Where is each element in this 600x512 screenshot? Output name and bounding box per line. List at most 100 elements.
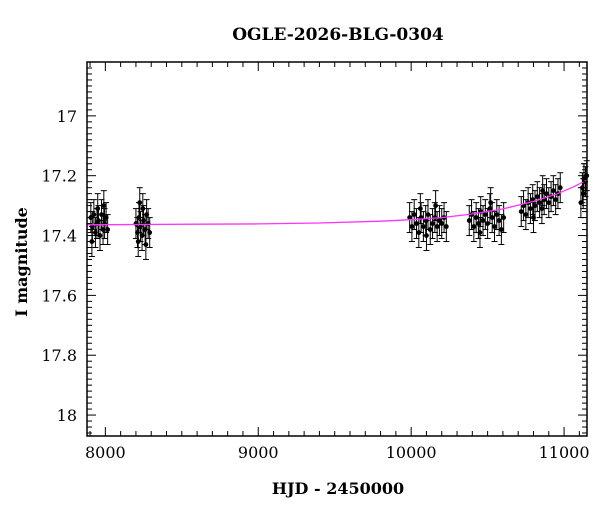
data-point-marker: [480, 218, 486, 223]
data-point-marker: [91, 212, 97, 217]
data-point-marker: [539, 206, 545, 212]
axis-ticks: [87, 62, 587, 436]
data-point-marker: [496, 218, 502, 223]
data-point: [522, 199, 529, 231]
data-point-marker: [409, 224, 415, 229]
data-point-marker: [492, 224, 497, 229]
data-point-marker: [105, 227, 111, 232]
data-point-marker: [411, 212, 417, 217]
data-point: [545, 187, 552, 219]
data-point: [473, 202, 480, 234]
plot-data: [86, 160, 590, 260]
data-point-marker: [140, 206, 146, 212]
data-point-marker: [557, 185, 563, 191]
y-tick-label: 17.2: [41, 167, 77, 186]
data-point-marker: [528, 206, 533, 212]
data-point-marker: [424, 233, 429, 238]
data-point-marker: [540, 188, 546, 194]
data-point: [491, 211, 498, 243]
data-point-marker: [439, 221, 445, 226]
data-point-marker: [417, 206, 423, 212]
data-point: [94, 193, 101, 225]
data-point-marker: [101, 203, 107, 209]
data-point-marker: [518, 209, 524, 215]
data-point: [480, 205, 487, 237]
data-point: [552, 184, 559, 216]
data-point: [438, 208, 445, 240]
y-axis-label: I magnitude: [12, 207, 31, 317]
data-point-marker: [553, 197, 559, 203]
y-tick-label: 17.4: [41, 227, 77, 246]
data-point-marker: [143, 242, 149, 247]
data-point-marker: [544, 191, 549, 197]
data-point-marker: [407, 215, 413, 220]
x-tick-label: 8000: [85, 443, 126, 462]
data-point-marker: [443, 224, 449, 229]
data-point: [104, 214, 111, 246]
data-point-marker: [546, 200, 552, 206]
data-point-marker: [498, 227, 504, 232]
data-point: [136, 187, 143, 219]
data-point-marker: [477, 230, 483, 235]
data-point-marker: [494, 212, 500, 217]
data-point: [557, 172, 564, 204]
y-tick-label: 18: [57, 406, 77, 425]
data-point-marker: [466, 218, 472, 223]
data-point: [139, 193, 146, 225]
data-point-marker: [95, 206, 101, 212]
data-point: [498, 214, 505, 246]
data-point: [476, 217, 483, 249]
data-point: [550, 175, 557, 207]
data-point-marker: [137, 200, 143, 206]
y-tick-label: 17: [57, 107, 77, 126]
data-point-marker: [501, 215, 507, 220]
x-tick-label: 9000: [238, 443, 279, 462]
data-point-marker: [97, 233, 103, 238]
data-point: [142, 229, 149, 260]
data-point-marker: [537, 200, 542, 206]
data-point: [146, 217, 153, 249]
data-point-marker: [135, 239, 141, 244]
data-point: [539, 175, 546, 207]
data-point-marker: [482, 212, 488, 217]
data-point: [518, 196, 525, 228]
data-point-marker: [433, 203, 439, 209]
data-point: [420, 211, 427, 243]
data-point: [520, 190, 527, 222]
y-tick-label: 17.6: [41, 286, 77, 305]
model-curve: [86, 179, 588, 226]
tick-labels: 8000 9000 10000 11000 17 17.2 17.4 17.6 17.8 18: [41, 107, 589, 462]
data-point: [536, 187, 543, 219]
data-point-marker: [430, 221, 435, 226]
data-point: [493, 199, 500, 231]
data-point: [100, 190, 107, 222]
data-point-marker: [420, 224, 426, 229]
data-point: [423, 220, 430, 251]
data-point: [543, 178, 550, 210]
data-point-marker: [471, 224, 477, 229]
data-point: [470, 211, 477, 243]
data-point-marker: [427, 227, 433, 232]
data-point-marker: [550, 188, 556, 194]
data-point-marker: [414, 221, 419, 226]
data-point: [487, 187, 494, 219]
data-point: [96, 220, 103, 251]
y-tick-label: 17.8: [41, 346, 77, 365]
data-point-marker: [147, 230, 153, 235]
data-point: [432, 190, 439, 222]
data-point: [527, 193, 534, 225]
x-tick-label: 11000: [539, 443, 590, 462]
data-point-marker: [434, 224, 440, 229]
data-point-marker: [473, 215, 479, 220]
data-point: [135, 226, 142, 257]
x-tick-label: 10000: [386, 443, 437, 462]
data-point-marker: [488, 200, 494, 206]
x-axis-label: HJD - 2450000: [272, 479, 404, 498]
data-point: [500, 202, 507, 234]
data-point-marker: [523, 212, 529, 217]
data-point-marker: [534, 194, 540, 200]
plot-frame: [86, 61, 588, 437]
data-point-marker: [531, 215, 536, 220]
data-point: [408, 211, 415, 243]
